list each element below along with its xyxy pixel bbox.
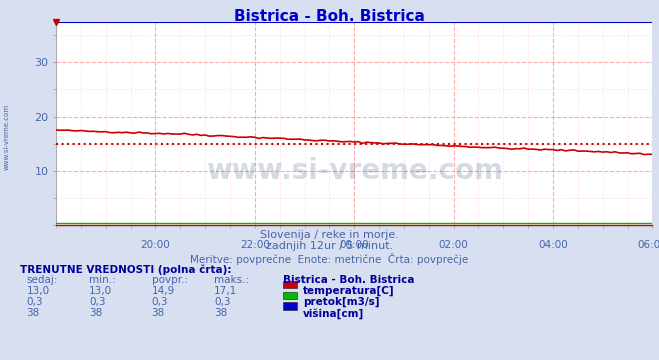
Text: višina[cm]: višina[cm] — [303, 308, 364, 319]
Text: 17,1: 17,1 — [214, 286, 237, 296]
Text: 06:00: 06:00 — [637, 240, 659, 250]
Text: temperatura[C]: temperatura[C] — [303, 286, 395, 297]
Text: 13,0: 13,0 — [26, 286, 49, 296]
Text: 38: 38 — [214, 308, 227, 318]
Text: 22:00: 22:00 — [240, 240, 270, 250]
Text: sedaj:: sedaj: — [26, 275, 58, 285]
Text: www.si-vreme.com: www.si-vreme.com — [206, 157, 503, 185]
Text: 0,3: 0,3 — [26, 297, 43, 307]
Text: 14,9: 14,9 — [152, 286, 175, 296]
Text: 38: 38 — [152, 308, 165, 318]
Text: zadnjih 12ur / 5 minut.: zadnjih 12ur / 5 minut. — [266, 241, 393, 251]
Text: 38: 38 — [26, 308, 40, 318]
Text: min.:: min.: — [89, 275, 116, 285]
Text: Slovenija / reke in morje.: Slovenija / reke in morje. — [260, 230, 399, 240]
Text: 00:00: 00:00 — [339, 240, 369, 250]
Text: povpr.:: povpr.: — [152, 275, 188, 285]
Text: 20:00: 20:00 — [140, 240, 170, 250]
Text: TRENUTNE VREDNOSTI (polna črta):: TRENUTNE VREDNOSTI (polna črta): — [20, 265, 231, 275]
Text: 0,3: 0,3 — [214, 297, 231, 307]
Text: pretok[m3/s]: pretok[m3/s] — [303, 297, 380, 307]
Text: maks.:: maks.: — [214, 275, 249, 285]
Text: Bistrica - Boh. Bistrica: Bistrica - Boh. Bistrica — [283, 275, 415, 285]
Text: 0,3: 0,3 — [89, 297, 105, 307]
Text: 13,0: 13,0 — [89, 286, 112, 296]
Text: 02:00: 02:00 — [439, 240, 469, 250]
Text: Bistrica - Boh. Bistrica: Bistrica - Boh. Bistrica — [234, 9, 425, 24]
Text: 38: 38 — [89, 308, 102, 318]
Text: 0,3: 0,3 — [152, 297, 168, 307]
Text: www.si-vreme.com: www.si-vreme.com — [3, 104, 10, 170]
Text: 04:00: 04:00 — [538, 240, 568, 250]
Text: Meritve: povprečne  Enote: metrične  Črta: povprečje: Meritve: povprečne Enote: metrične Črta:… — [190, 253, 469, 265]
